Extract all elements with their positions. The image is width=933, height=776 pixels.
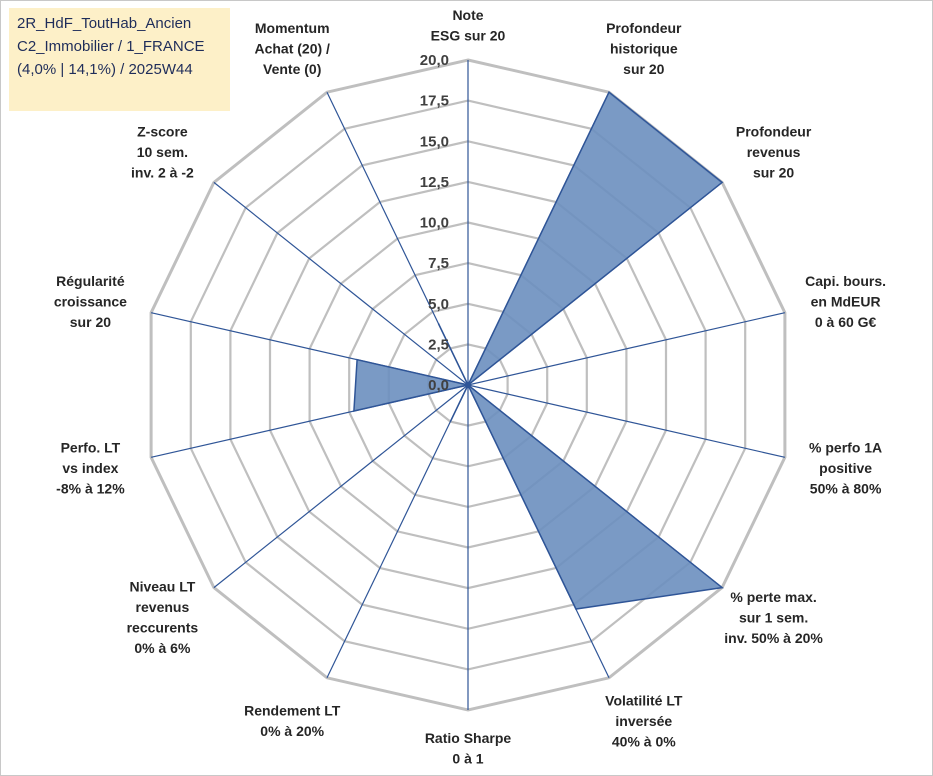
axis-label-text: % perfo 1A positive 50% à 80%: [809, 439, 882, 496]
axis-label-13: Z-score 10 sem. inv. 2 à -2: [131, 124, 194, 181]
title-line-1: 2R_HdF_ToutHab_Ancien: [17, 15, 192, 32]
tick-label: 2,5: [428, 336, 449, 353]
spoke-4: [467, 312, 786, 386]
axis-label-text: Rendement LT 0% à 20%: [244, 703, 341, 740]
tick-labels: 0,0 2,5 5,0 7,5 10,0 12,5 15,0 17,5 20,0: [420, 52, 449, 394]
spoke-9: [326, 384, 469, 679]
axis-label-11: Perfo. LT vs index -8% à 12%: [56, 439, 125, 496]
tick-label: 20,0: [420, 52, 449, 69]
spoke-10: [213, 384, 469, 589]
series-layer: [353, 91, 724, 610]
tick-label: 0,0: [428, 377, 449, 394]
axis-label-text: Profondeur revenus sur 20: [736, 124, 812, 181]
axis-label-text: Note ESG sur 20: [431, 7, 506, 44]
axis-label-text: Ratio Sharpe 0 à 1: [425, 730, 512, 767]
axis-label-10: Niveau LT revenus reccurents 0% à 6%: [127, 579, 199, 657]
axis-label-text: Capi. bours. en MdEUR 0 à 60 G€: [805, 273, 886, 330]
axis-labels: Note ESG sur 20 Profondeur historique sur 20…: [54, 7, 886, 767]
axis-label-12: Régularité croissance sur 20: [54, 273, 127, 330]
axis-label-14: Momentum Achat (20) / Vente (0): [254, 20, 330, 77]
tick-label: 15,0: [420, 133, 449, 150]
axis-label-7: Volatilité LT inversée 40% à 0%: [605, 692, 683, 749]
tick-label: 10,0: [420, 215, 449, 232]
axis-label-text: Profondeur historique sur 20: [606, 20, 682, 77]
title-line-3: (4,0% | 14,1%) / 2025W44: [17, 61, 193, 78]
axis-label-4: Capi. bours. en MdEUR 0 à 60 G€: [805, 273, 886, 330]
axis-label-8: Ratio Sharpe 0 à 1: [425, 730, 512, 767]
tick-label: 12,5: [420, 174, 449, 191]
axis-label-6: % perte max. sur 1 sem. inv. 50% à 20%: [724, 589, 823, 646]
spoke-5: [467, 384, 786, 458]
axis-label-5: % perfo 1A positive 50% à 80%: [809, 439, 882, 496]
title-line-2: C2_Immobilier / 1_FRANCE: [17, 38, 205, 55]
title-box: 2R_HdF_ToutHab_Ancien C2_Immobilier / 1_…: [9, 8, 230, 111]
axis-label-text: Régularité croissance sur 20: [54, 273, 127, 330]
axis-label-text: Z-score 10 sem. inv. 2 à -2: [131, 124, 194, 181]
axis-label-3: Profondeur revenus sur 20: [736, 124, 812, 181]
tick-label: 17,5: [420, 93, 449, 110]
axis-label-1: Note ESG sur 20: [431, 7, 506, 44]
tick-label: 5,0: [428, 296, 449, 313]
tick-label: 7,5: [428, 255, 449, 272]
axis-label-text: Volatilité LT inversée 40% à 0%: [605, 692, 683, 749]
axis-label-text: Niveau LT revenus reccurents 0% à 6%: [127, 579, 199, 657]
axis-label-2: Profondeur historique sur 20: [606, 20, 682, 77]
series-area: [353, 91, 724, 610]
axis-label-9: Rendement LT 0% à 20%: [244, 703, 341, 740]
axis-label-text: % perte max. sur 1 sem. inv. 50% à 20%: [724, 589, 823, 646]
axis-label-text: Perfo. LT vs index -8% à 12%: [56, 439, 125, 496]
axis-label-text: Momentum Achat (20) / Vente (0): [254, 20, 330, 77]
spoke-13: [213, 181, 469, 386]
